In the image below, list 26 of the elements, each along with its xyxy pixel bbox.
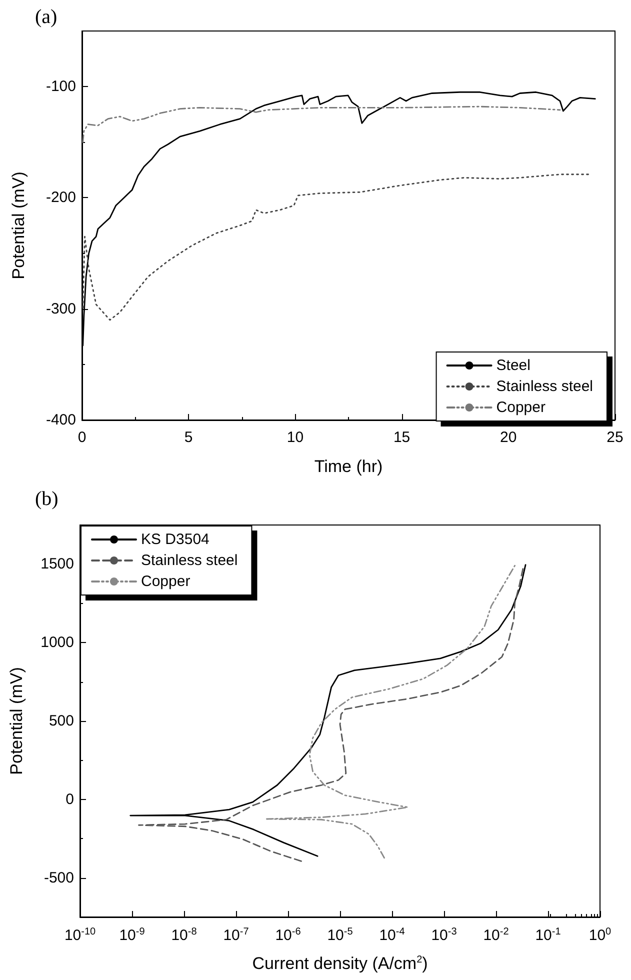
y-tick-label: -200 (46, 189, 76, 206)
y-tick-label: 0 (66, 790, 74, 808)
x-tick-label: 25 (606, 429, 624, 446)
y-axis-title: Potential (mV) (9, 172, 28, 280)
x-tick-label: 20 (500, 429, 517, 446)
x-tick-label: 0 (78, 429, 86, 446)
legend-label: Copper (496, 399, 546, 416)
y-tick-label: -500 (44, 869, 74, 886)
x-tick-label: 15 (393, 429, 410, 446)
chart-title: (a) (35, 6, 58, 28)
y-tick-label: 1000 (40, 634, 74, 652)
legend-label: Copper (141, 573, 190, 590)
y-tick-label: -300 (46, 300, 76, 318)
legend-label: KS D3504 (141, 531, 210, 548)
chart-title: (b) (35, 488, 58, 510)
legend-label: Stainless steel (496, 378, 593, 395)
x-tick-label: 5 (184, 429, 193, 446)
y-tick-label: -100 (46, 78, 76, 96)
x-axis-title: Time (hr) (314, 457, 383, 476)
legend-label: Steel (496, 357, 530, 374)
x-tick-label: 10 (286, 429, 304, 446)
y-tick-label: -400 (46, 412, 76, 428)
y-tick-label: 1500 (40, 556, 74, 573)
y-axis-title: Potential (mV) (7, 667, 26, 775)
legend-label: Stainless steel (141, 552, 238, 569)
y-tick-label: 500 (48, 712, 74, 730)
